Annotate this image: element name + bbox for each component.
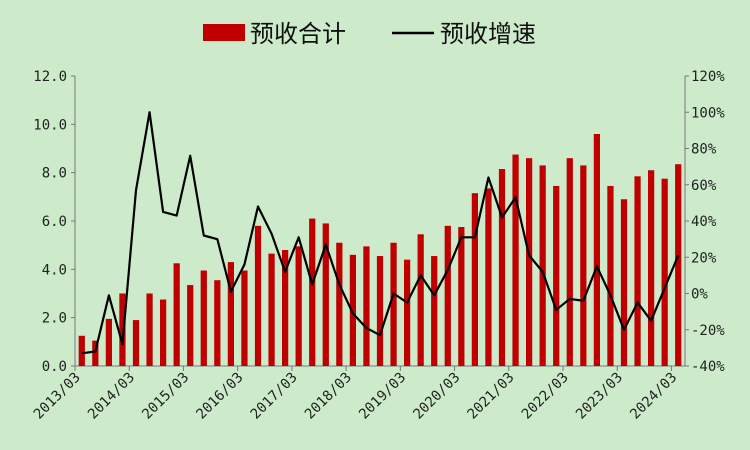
bar <box>539 165 546 366</box>
bar <box>336 242 343 366</box>
bar <box>417 234 424 366</box>
left-tick-label: 6.0 <box>42 214 67 230</box>
x-tick-label: 2022/03 <box>519 370 572 423</box>
bar <box>173 263 180 366</box>
bar <box>444 225 451 366</box>
right-tick-label: 120% <box>691 69 725 85</box>
bar <box>390 242 397 366</box>
x-tick-label: 2021/03 <box>465 370 518 423</box>
x-tick-label: 2018/03 <box>302 370 355 423</box>
right-tick-label: 60% <box>691 178 717 194</box>
left-tick-label: 8.0 <box>42 166 67 182</box>
bar <box>566 158 573 366</box>
left-tick-label: 10.0 <box>33 117 67 133</box>
bar <box>431 256 438 366</box>
legend: 预收合计 预收增速 <box>203 20 536 48</box>
bar <box>634 176 641 366</box>
bar <box>241 270 248 366</box>
x-tick-label: 2016/03 <box>193 370 246 423</box>
bar <box>146 293 153 366</box>
left-tick-label: 12.0 <box>33 69 67 85</box>
bar <box>295 246 302 366</box>
bar <box>92 340 99 366</box>
bar <box>593 134 601 366</box>
bar <box>675 164 682 366</box>
bar <box>309 218 316 366</box>
right-tick-label: -40% <box>691 359 725 375</box>
right-tick-label: 80% <box>691 142 717 158</box>
x-tick-label: 2024/03 <box>627 370 680 423</box>
bar <box>553 185 560 366</box>
bar <box>268 253 275 366</box>
bar-series <box>78 134 682 366</box>
bar <box>376 256 384 366</box>
left-tick-label: 4.0 <box>42 262 67 278</box>
x-tick-label: 2014/03 <box>85 370 138 423</box>
x-tick-label: 2020/03 <box>410 370 463 423</box>
line-series <box>81 111 680 355</box>
x-tick-label: 2023/03 <box>573 370 626 423</box>
right-tick-label: -20% <box>691 323 725 339</box>
bar <box>322 223 329 366</box>
bar <box>647 170 655 366</box>
bar <box>119 293 126 366</box>
bar <box>227 262 235 366</box>
bar <box>363 246 370 366</box>
right-tick-label: 20% <box>691 250 717 266</box>
legend-line-label: 预收增速 <box>440 20 536 48</box>
bar <box>580 165 587 366</box>
bar <box>498 169 506 366</box>
legend-bar-label: 预收合计 <box>250 20 346 48</box>
legend-bar-swatch <box>203 24 245 41</box>
right-tick-label: 100% <box>691 105 725 121</box>
x-tick-label: 2017/03 <box>248 370 301 423</box>
x-tick-label: 2013/03 <box>31 370 84 423</box>
right-tick-label: 40% <box>691 214 717 230</box>
bar <box>78 335 85 366</box>
bar <box>607 185 614 366</box>
bar <box>159 299 167 366</box>
left-tick-label: 2.0 <box>42 311 67 327</box>
bar <box>458 227 465 366</box>
x-tick-label: 2019/03 <box>356 370 409 423</box>
bar <box>471 193 479 366</box>
bar <box>512 154 519 366</box>
bar <box>349 254 357 366</box>
left-tick-label: 0.0 <box>42 359 67 375</box>
bar <box>105 318 113 366</box>
bar <box>214 280 221 366</box>
bar <box>620 199 628 366</box>
bar <box>132 320 140 366</box>
bar <box>254 225 262 366</box>
bar <box>187 285 194 366</box>
bar <box>525 158 533 366</box>
x-tick-label: 2015/03 <box>139 370 192 423</box>
right-tick-label: 0% <box>691 287 708 303</box>
line-path <box>81 111 680 355</box>
bar <box>661 178 668 366</box>
bar <box>281 250 289 366</box>
bar <box>403 259 411 366</box>
bar <box>485 188 492 366</box>
bar <box>200 270 207 366</box>
